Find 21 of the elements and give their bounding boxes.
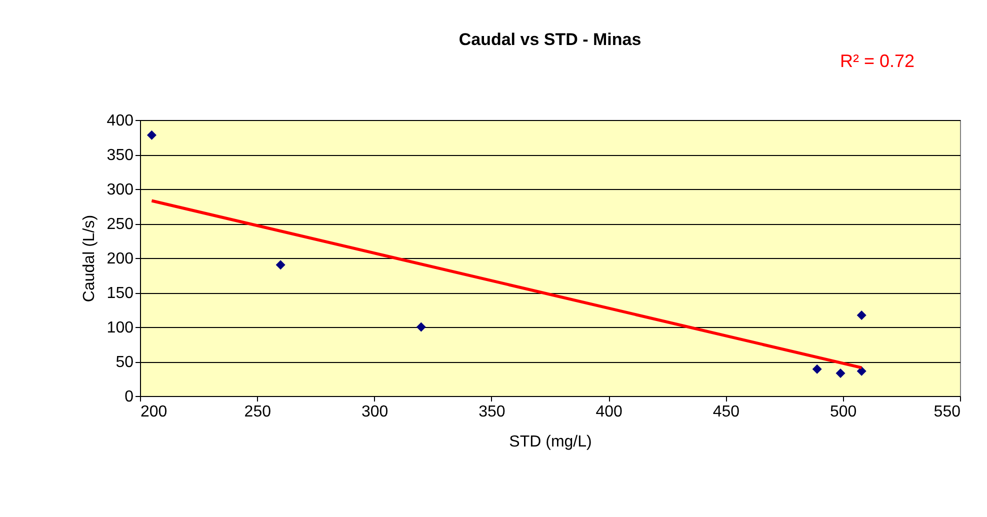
text: R² = 0.72	[840, 51, 915, 71]
x-tick-label: 500	[830, 404, 857, 420]
y-tick-label: 50	[116, 354, 134, 371]
x-tick-label: 400	[596, 404, 623, 420]
y-tick-label: 350	[106, 147, 134, 164]
y-tick-label: 300	[106, 182, 134, 198]
x-tick-label: 300	[361, 404, 388, 420]
x-tick-label: 200	[140, 404, 168, 420]
x-tick-label: 450	[712, 404, 740, 420]
x-tick-label: 250	[244, 404, 272, 420]
y-tick-label: 100	[106, 320, 134, 336]
y-axis-title: Caudal (L/s)	[80, 214, 98, 302]
x-tick-label: 550	[934, 404, 961, 420]
x-tick-label: 350	[478, 404, 506, 420]
y-tick-label: 400	[106, 112, 134, 130]
chart-title: Caudal vs STD - Minas	[458, 30, 642, 49]
y-tick-label: 250	[106, 216, 134, 233]
y-tick-label: 200	[106, 250, 134, 268]
y-tick-label: 0	[124, 388, 134, 406]
x-axis-title: STD (mg/L)	[509, 434, 592, 450]
y-tick-label: 150	[106, 285, 134, 302]
